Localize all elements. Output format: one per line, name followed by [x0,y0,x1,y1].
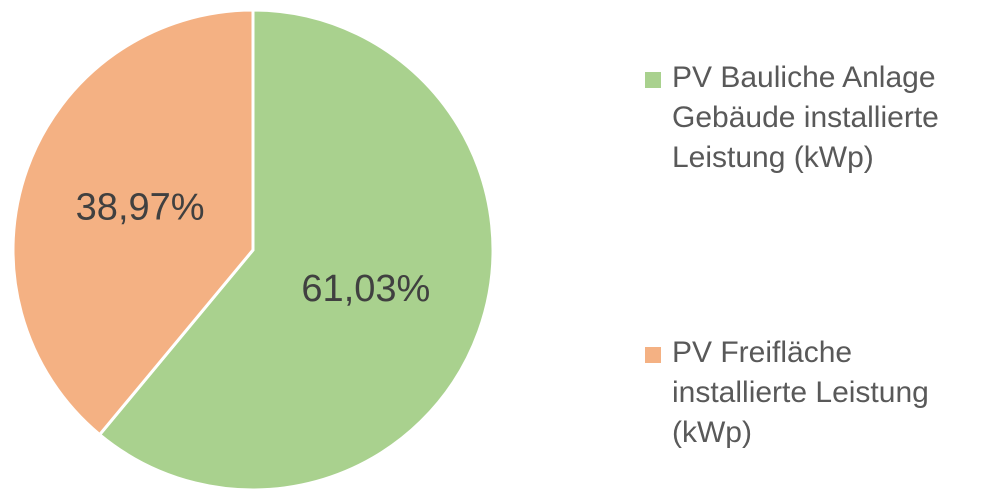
data-label: 38,97% [76,186,205,228]
legend-swatch [645,72,661,88]
legend-label: PV Freifläche installierte Leistung (kWp… [672,336,929,449]
pie-slice [97,8,495,489]
legend-label: PV Bauliche Anlage Gebäude installierte … [672,61,939,174]
legend-swatch [645,347,661,363]
legend-item: PV Bauliche Anlage Gebäude installierte … [645,58,980,178]
pie-slice [11,8,255,437]
data-label: 61,03% [301,268,430,310]
legend-item: PV Freifläche installierte Leistung (kWp… [645,333,980,453]
